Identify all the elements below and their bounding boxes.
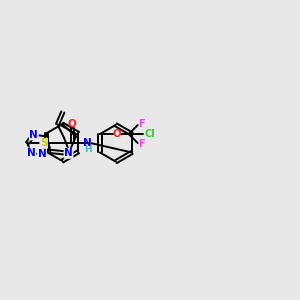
Text: O: O [113, 129, 122, 139]
Text: N: N [27, 148, 36, 158]
Text: F: F [138, 118, 145, 129]
Text: N: N [29, 130, 38, 140]
Text: O: O [68, 119, 76, 129]
Text: S: S [40, 138, 47, 148]
Text: H: H [84, 145, 92, 154]
Text: N: N [83, 138, 92, 148]
Text: F: F [138, 140, 145, 149]
Text: Cl: Cl [144, 129, 155, 139]
Text: N: N [38, 149, 46, 159]
Text: N: N [64, 148, 73, 158]
